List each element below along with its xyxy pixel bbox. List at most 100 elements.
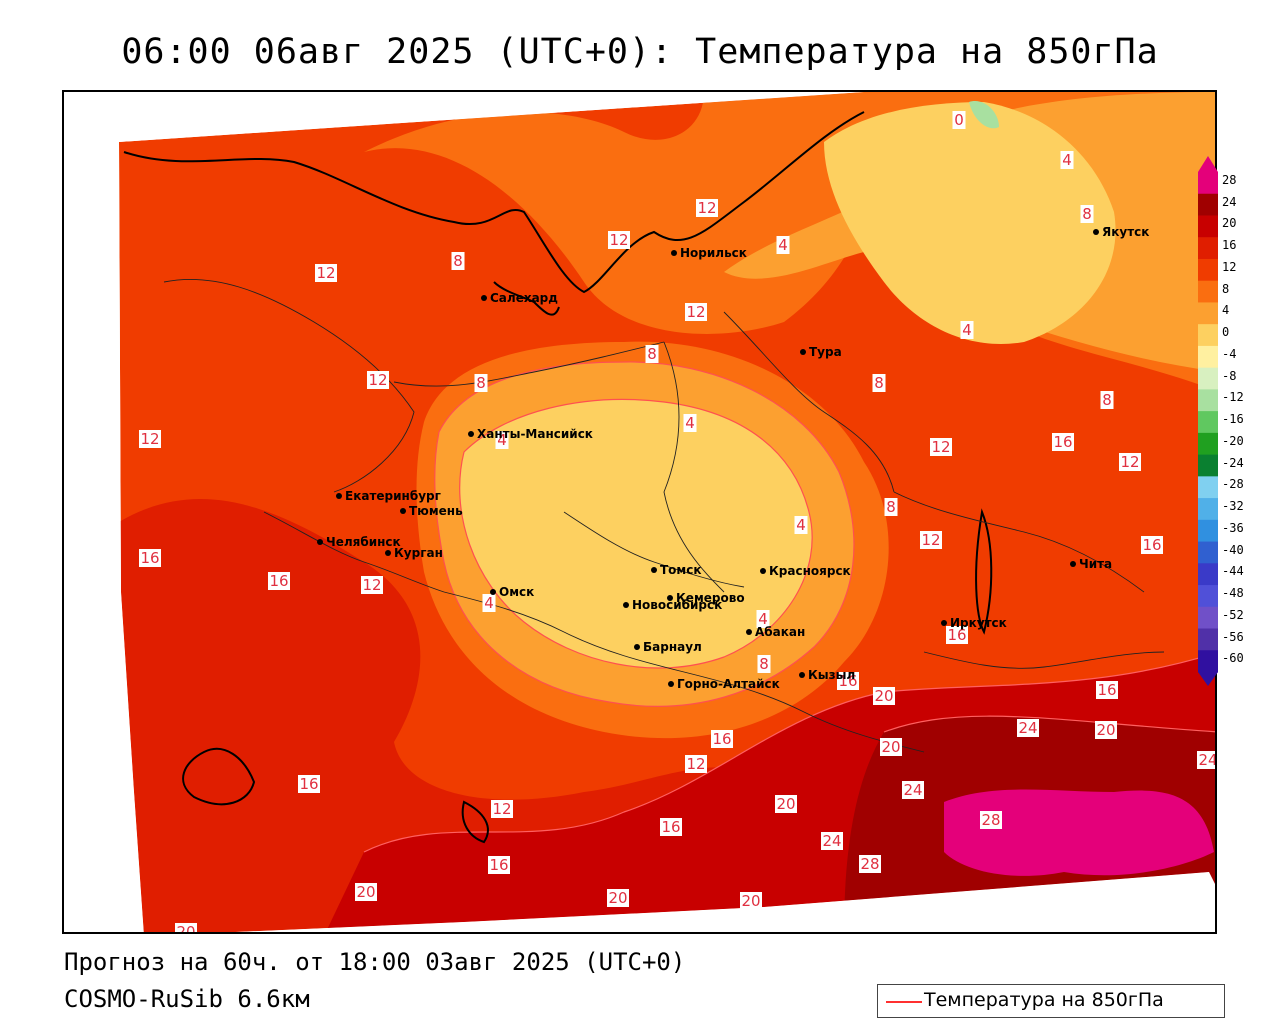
contour-label: 20 (776, 795, 795, 813)
contour-label: 24 (1018, 719, 1037, 737)
city-marker[interactable] (746, 629, 752, 635)
colorbar-tick-label: -52 (1222, 607, 1244, 622)
colorbar-tick-label: -8 (1222, 368, 1237, 383)
contour-label-bg (1197, 751, 1215, 769)
contour-label-bg (660, 818, 682, 836)
contour-label-bg (756, 610, 770, 628)
contour-label: 12 (931, 438, 950, 456)
contour-label-bg (1096, 681, 1118, 699)
field-above-28 (944, 789, 1214, 876)
city-marker[interactable] (490, 589, 496, 595)
contour-label: 12 (368, 371, 387, 389)
city-marker[interactable] (651, 567, 657, 573)
contour-label-bg (685, 303, 707, 321)
contour-label-bg (711, 730, 733, 748)
contour-label: 20 (1096, 721, 1115, 739)
city-marker[interactable] (671, 250, 677, 256)
field-below-0 (969, 101, 999, 129)
city-label: Иркутск (950, 616, 1007, 630)
colorbar-top-arrow (1198, 156, 1218, 172)
colorbar-segment (1198, 215, 1218, 238)
colorbar-segment (1198, 519, 1218, 543)
contour-label-bg (1100, 391, 1114, 409)
contour-label: 16 (661, 818, 680, 836)
city-marker[interactable] (667, 595, 673, 601)
city-marker[interactable] (400, 508, 406, 514)
colorbar-tick-label: -28 (1222, 477, 1244, 492)
colorbar-bottom-arrow (1198, 672, 1218, 686)
city-marker[interactable] (760, 568, 766, 574)
city-marker[interactable] (317, 539, 323, 545)
page-title: 06:00 06авг 2025 (UTC+0): Температура на… (121, 32, 1159, 72)
contour-label-bg (920, 531, 942, 549)
city-marker[interactable] (468, 431, 474, 437)
colorbar-tick-label: 0 (1222, 325, 1230, 340)
contour-label: 8 (1102, 391, 1112, 409)
contour-label-bg (175, 923, 197, 932)
city-marker[interactable] (336, 493, 342, 499)
city-marker[interactable] (481, 295, 487, 301)
contour-label-bg (361, 576, 383, 594)
colorbar-segment (1198, 324, 1218, 347)
colorbar-segment (1198, 237, 1218, 260)
colorbar-tick-label: 28 (1222, 173, 1237, 187)
colorbar-segment (1198, 541, 1218, 564)
city-label: Абакан (755, 625, 805, 639)
city-marker[interactable] (800, 349, 806, 355)
city-label: Красноярск (769, 564, 851, 578)
contour-label-bg (1017, 719, 1039, 737)
contour-label: 12 (362, 576, 381, 594)
contour-label-bg (474, 374, 488, 392)
isotherm-4 (459, 398, 813, 669)
colorbar-tick-label: -24 (1222, 455, 1244, 470)
field-0-4-center (459, 399, 813, 669)
city-marker[interactable] (1093, 229, 1099, 235)
contour-label: 16 (1053, 433, 1072, 451)
city-label: Чита (1079, 557, 1112, 571)
city-label: Курган (394, 546, 443, 560)
contour-label-bg (607, 889, 629, 907)
contour-label: 16 (1142, 536, 1161, 554)
contour-label-bg (1141, 536, 1163, 554)
contour-label: 4 (497, 431, 507, 449)
contour-label-bg (757, 655, 771, 673)
contour-label: 4 (758, 610, 768, 628)
contour-label: 16 (838, 672, 857, 690)
colorbar-segment (1198, 650, 1218, 673)
city-marker[interactable] (385, 550, 391, 556)
city-marker[interactable] (1070, 561, 1076, 567)
contour-label-bg (298, 775, 320, 793)
city-label: Кызыл (808, 668, 855, 682)
city-marker[interactable] (623, 602, 629, 608)
contour-label-bg (794, 516, 808, 534)
colorbar-tick-label: -20 (1222, 433, 1244, 448)
city-label: Новосибирск (632, 598, 722, 612)
colorbar-segment (1198, 172, 1218, 195)
colorbar-segment (1198, 280, 1218, 303)
contour-label: 28 (981, 811, 1000, 829)
city-marker[interactable] (668, 681, 674, 687)
contour-label: 8 (453, 252, 463, 270)
contour-label: 12 (609, 231, 628, 249)
contour-label-bg (685, 755, 707, 773)
temperature-map[interactable]: 0 4 8 12 12 4 12 8 12 4 8 12 8 8 8 12 4 4 12 16 12 8 4 12 16 16 16… (62, 90, 1217, 934)
isotherm-8 (434, 361, 855, 707)
legend-line-swatch (886, 1001, 922, 1003)
contour-label-bg (367, 371, 389, 389)
contour-label: 20 (356, 883, 375, 901)
contour-label-bg (740, 892, 762, 910)
colorbar-tick-label: -56 (1222, 629, 1244, 644)
city-marker[interactable] (941, 620, 947, 626)
city-label: Ханты-Мансийск (477, 427, 593, 441)
colorbar-segment (1198, 432, 1218, 456)
contour-label-bg (859, 855, 881, 873)
contour-label-bg (980, 811, 1002, 829)
city-label: Горно-Алтайск (677, 677, 780, 691)
colorbar-tick-label: 24 (1222, 194, 1237, 209)
forecast-info: Прогноз на 60ч. от 18:00 03авг 2025 (UTC… (64, 948, 686, 976)
contour-label: 12 (316, 264, 335, 282)
contour-label-bg (268, 572, 290, 590)
contour-label: 12 (697, 199, 716, 217)
city-marker[interactable] (634, 644, 640, 650)
city-marker[interactable] (799, 672, 805, 678)
